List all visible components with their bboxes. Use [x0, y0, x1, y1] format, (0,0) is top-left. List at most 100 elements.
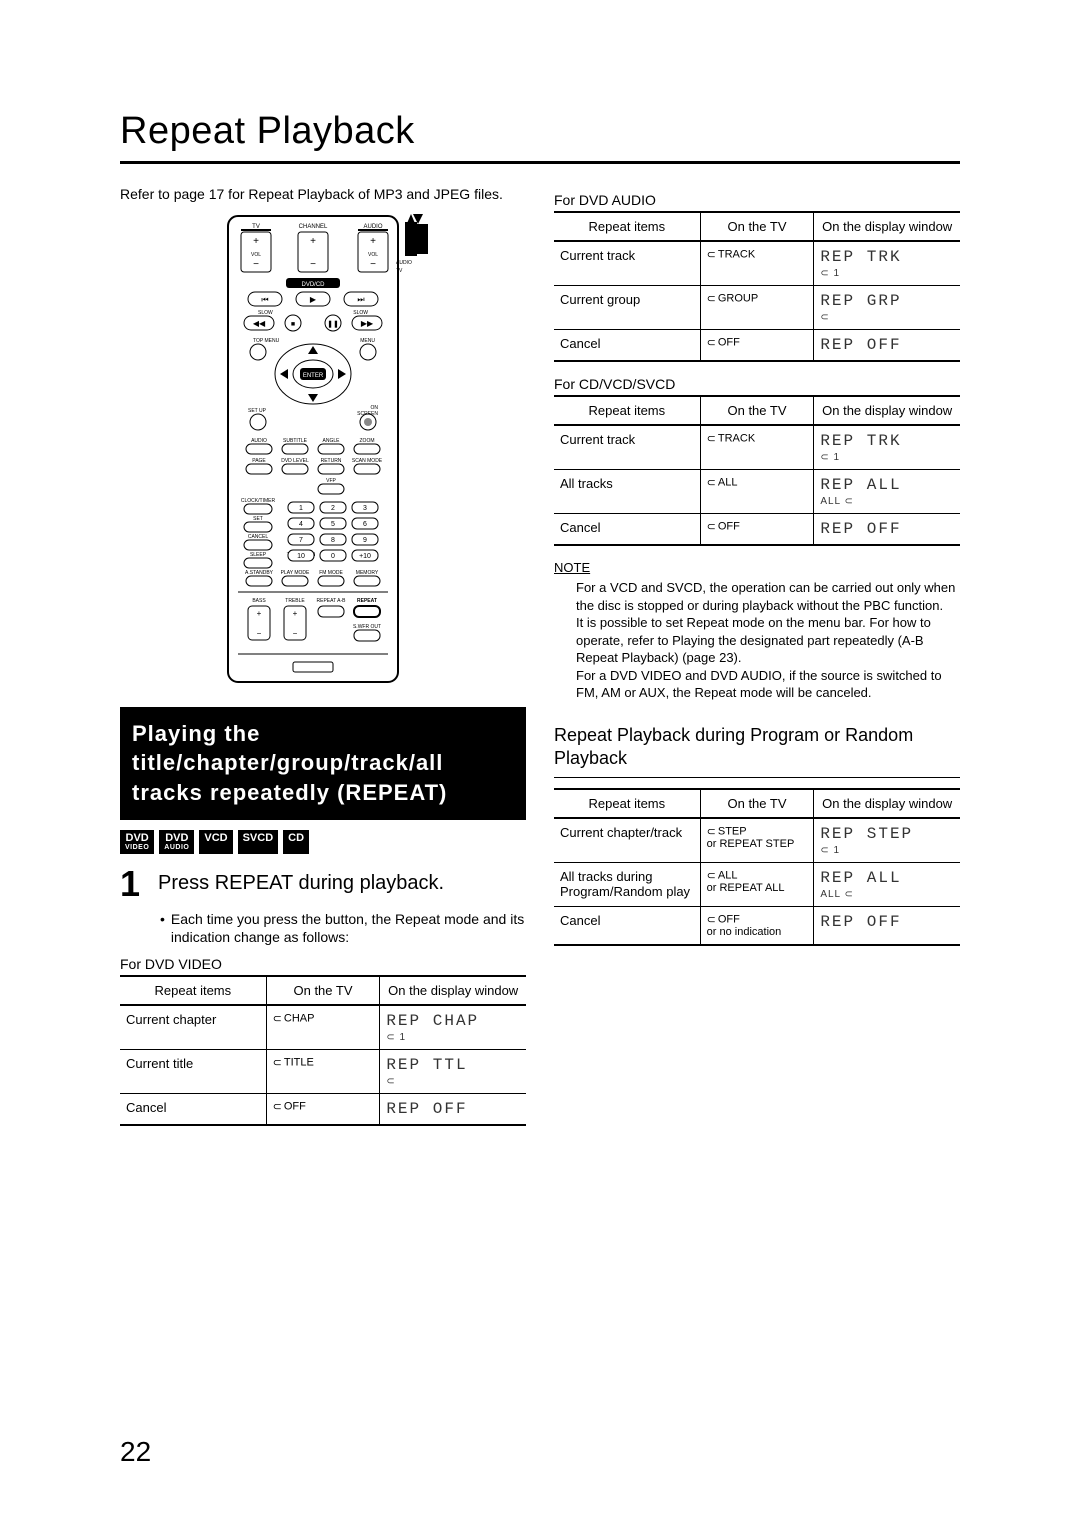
svg-text:SCAN MODE: SCAN MODE [352, 458, 383, 464]
svg-text:SET: SET [253, 516, 263, 522]
svg-text:◀◀: ◀◀ [253, 319, 266, 328]
svg-text:CANCEL: CANCEL [248, 534, 269, 540]
table-row: Current track ⊂TRACK REP TRK⊂ 1 [554, 425, 960, 470]
table-row: All tracks ⊂ALL REP ALLALL ⊂ [554, 470, 960, 514]
table-row: Cancel ⊂OFFor no indication REP OFF [554, 906, 960, 945]
remote-illustration: TV CHANNEL AUDIO + − VOL + − + − VOL AUD… [120, 214, 526, 689]
svg-text:−: − [293, 629, 298, 638]
svg-text:10: 10 [297, 553, 305, 560]
section-banner: Playing the title/chapter/group/track/al… [120, 707, 526, 820]
svg-text:SLEEP: SLEEP [250, 552, 267, 558]
svg-text:−: − [310, 259, 316, 270]
svg-text:TREBLE: TREBLE [285, 598, 305, 604]
svg-text:7: 7 [299, 537, 303, 544]
svg-text:DVD/CD: DVD/CD [301, 282, 325, 288]
left-column: Refer to page 17 for Repeat Playback of … [120, 186, 526, 1126]
tag-svcd: SVCD [238, 830, 279, 854]
svg-text:+: + [253, 236, 259, 247]
svg-text:VOL: VOL [368, 252, 378, 258]
svg-text:ANGLE: ANGLE [323, 438, 341, 444]
svg-text:SLOW: SLOW [258, 310, 273, 316]
tag-cd: CD [283, 830, 309, 854]
table-program: Repeat items On the TV On the display wi… [554, 788, 960, 946]
svg-text:−: − [253, 259, 259, 270]
svg-text:▶▶: ▶▶ [361, 319, 374, 328]
step-number: 1 [120, 866, 140, 902]
table-row: Current title ⊂TITLE REP TTL⊂ [120, 1049, 526, 1093]
tag-vcd: VCD [199, 830, 232, 854]
svg-text:5: 5 [331, 521, 335, 528]
table-dvd-audio: Repeat items On the TV On the display wi… [554, 211, 960, 362]
caption-dvd-audio: For DVD AUDIO [554, 192, 960, 208]
table-row: Cancel ⊂OFF REP OFF [554, 330, 960, 362]
svg-text:MEMORY: MEMORY [356, 570, 379, 576]
table-dvd-video: Repeat items On the TV On the display wi… [120, 975, 526, 1126]
svg-text:AUDIO: AUDIO [396, 260, 412, 266]
svg-text:PAGE: PAGE [252, 458, 266, 464]
svg-text:DVD LEVEL: DVD LEVEL [281, 458, 309, 464]
svg-text:⏭: ⏭ [357, 295, 364, 304]
svg-text:1: 1 [299, 505, 303, 512]
intro-text: Refer to page 17 for Repeat Playback of … [120, 186, 526, 204]
svg-text:PLAY MODE: PLAY MODE [281, 570, 310, 576]
svg-text:SLOW: SLOW [353, 310, 368, 316]
svg-text:BASS: BASS [252, 598, 266, 604]
svg-text:TV: TV [396, 268, 403, 274]
table-row: Current track ⊂TRACK REP TRK⊂ 1 [554, 241, 960, 286]
svg-text:❚❚: ❚❚ [327, 320, 339, 328]
svg-text:MENU: MENU [360, 338, 375, 344]
subheading-program: Repeat Playback during Program or Random… [554, 724, 960, 778]
step-heading: Press REPEAT during playback. [158, 872, 444, 895]
svg-text:REPEAT A-B: REPEAT A-B [317, 598, 347, 604]
table-row: Current chapter/track ⊂STEPor REPEAT STE… [554, 818, 960, 863]
svg-text:+: + [370, 236, 376, 247]
right-column: For DVD AUDIO Repeat items On the TV On … [554, 186, 960, 1126]
svg-text:−: − [257, 629, 262, 638]
svg-text:4: 4 [299, 521, 303, 528]
svg-text:8: 8 [331, 537, 335, 544]
table-row: Cancel ⊂OFF REP OFF [554, 514, 960, 546]
svg-text:FM MODE: FM MODE [319, 570, 343, 576]
svg-text:REPEAT: REPEAT [357, 598, 377, 604]
tag-dvd-audio: DVDAUDIO [159, 830, 194, 854]
svg-text:6: 6 [363, 521, 367, 528]
svg-text:⏮: ⏮ [261, 295, 268, 304]
step-1: 1 Press REPEAT during playback. [120, 866, 526, 902]
note-body: For a VCD and SVCD, the operation can be… [554, 579, 960, 702]
svg-text:−: − [370, 259, 376, 270]
table-row: Current group ⊂GROUP REP GRP⊂ [554, 286, 960, 330]
svg-text:A.STANDBY: A.STANDBY [245, 570, 274, 576]
table-row: Cancel ⊂OFF REP OFF [120, 1093, 526, 1125]
note-heading: NOTE [554, 560, 960, 575]
table-cd: Repeat items On the TV On the display wi… [554, 395, 960, 546]
svg-text:+10: +10 [359, 553, 371, 560]
svg-text:S.WFR OUT: S.WFR OUT [353, 624, 381, 630]
svg-text:+: + [293, 609, 298, 618]
svg-text:VFP: VFP [326, 478, 336, 484]
table-row: Current chapter ⊂CHAP REP CHAP⊂ 1 [120, 1005, 526, 1050]
svg-text:2: 2 [331, 505, 335, 512]
svg-text:CLOCK/TIMER: CLOCK/TIMER [241, 498, 276, 504]
svg-text:SUBTITLE: SUBTITLE [283, 438, 308, 444]
svg-text:+: + [310, 236, 316, 247]
svg-text:CHANNEL: CHANNEL [299, 224, 328, 230]
table-row: All tracks during Program/Random play ⊂A… [554, 862, 960, 906]
page-number: 22 [120, 1436, 151, 1468]
caption-cd: For CD/VCD/SVCD [554, 376, 960, 392]
svg-text:ENTER: ENTER [303, 373, 324, 379]
svg-text:ZOOM: ZOOM [360, 438, 375, 444]
svg-text:+: + [257, 609, 262, 618]
step-bullet: • Each time you press the button, the Re… [160, 910, 526, 946]
svg-text:TOP MENU: TOP MENU [253, 338, 280, 344]
svg-text:AUDIO: AUDIO [251, 438, 267, 444]
svg-text:▶: ▶ [310, 295, 317, 304]
page-title: Repeat Playback [120, 110, 960, 164]
svg-text:0: 0 [331, 553, 335, 560]
svg-text:3: 3 [363, 505, 367, 512]
disc-tags: DVDVIDEO DVDAUDIO VCD SVCD CD [120, 830, 526, 854]
svg-text:SET UP: SET UP [248, 408, 267, 414]
svg-text:■: ■ [291, 321, 295, 328]
svg-text:RETURN: RETURN [321, 458, 342, 464]
svg-text:9: 9 [363, 537, 367, 544]
caption-dvd-video: For DVD VIDEO [120, 956, 526, 972]
